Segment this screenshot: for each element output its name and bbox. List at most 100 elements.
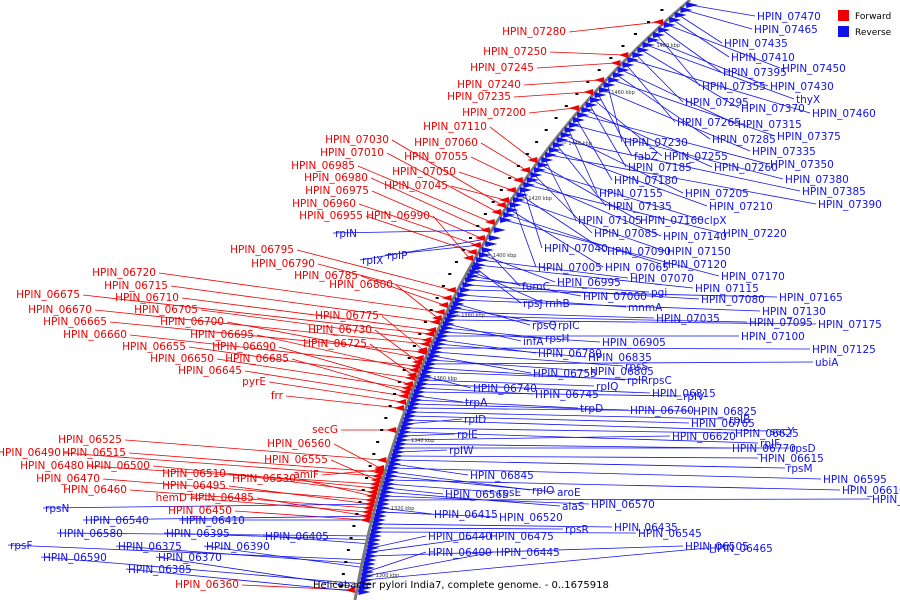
position-marker xyxy=(448,273,452,275)
leader-line-reverse xyxy=(364,547,708,581)
position-marker xyxy=(346,549,350,551)
reverse-gene-label: rnhB xyxy=(545,298,570,310)
leader-line-reverse xyxy=(437,343,587,358)
reverse-gene-label: HPIN_06765 xyxy=(691,418,755,430)
reverse-gene-label: HPIN_06605 xyxy=(872,494,900,506)
forward-gene-arrow xyxy=(386,427,397,433)
forward-gene-arrow xyxy=(519,167,530,173)
position-marker xyxy=(454,261,458,263)
leader-line-forward xyxy=(536,62,617,69)
reverse-gene-arrow xyxy=(452,301,465,307)
forward-gene-label: HPIN_07110 xyxy=(423,121,487,133)
reverse-gene-arrow xyxy=(585,102,598,108)
leader-line-forward xyxy=(371,190,482,239)
reverse-gene-label: HPIN_07150 xyxy=(667,246,731,258)
forward-gene-label: HPIN_06460 xyxy=(63,484,127,496)
reverse-gene-arrow xyxy=(360,577,373,583)
reverse-gene-arrow xyxy=(669,17,682,23)
leader-line-forward xyxy=(450,185,506,201)
forward-gene-label: HPIN_07060 xyxy=(414,137,478,149)
reverse-gene-label: HPIN_07140 xyxy=(663,231,727,243)
leader-line-reverse xyxy=(394,459,786,469)
reverse-gene-label: trpA xyxy=(465,397,488,409)
reverse-gene-label: HPIN_07005 xyxy=(538,262,602,274)
reverse-gene-label: HPIN_06440 xyxy=(428,531,492,543)
reverse-gene-label: HPIN_06395 xyxy=(166,528,230,540)
reverse-gene-label: HPIN_07210 xyxy=(709,201,773,213)
forward-gene-arrow xyxy=(424,331,435,337)
reverse-gene-label: HPIN_06625 xyxy=(735,428,799,440)
forward-gene-label: HPIN_06700 xyxy=(160,316,224,328)
forward-gene-arrow xyxy=(434,309,445,315)
leader-line-reverse xyxy=(414,399,579,409)
reverse-gene-label: ubiA xyxy=(815,357,839,369)
leader-line-forward xyxy=(124,439,383,461)
reverse-gene-arrow xyxy=(370,529,383,535)
leader-line-reverse xyxy=(375,527,564,530)
forward-gene-arrow xyxy=(484,219,495,225)
reverse-gene-label: HPIN_07385 xyxy=(802,186,866,198)
reverse-gene-arrow xyxy=(632,52,645,58)
reverse-gene-arrow xyxy=(385,473,398,479)
position-marker xyxy=(476,225,480,227)
forward-gene-arrow xyxy=(408,367,419,373)
position-marker xyxy=(525,153,529,155)
reverse-gene-arrow xyxy=(552,142,565,148)
reverse-gene-arrow xyxy=(500,217,513,223)
reverse-gene-arrow xyxy=(599,87,612,93)
reverse-gene-arrow xyxy=(469,269,482,275)
position-marker xyxy=(621,45,625,47)
reverse-gene-arrow xyxy=(375,509,388,515)
reverse-gene-label: HPIN_06905 xyxy=(602,337,666,349)
reverse-gene-label: HPIN_07000 xyxy=(583,291,647,303)
leader-line-forward xyxy=(381,315,424,351)
leader-line-reverse xyxy=(374,531,637,534)
leader-line-reverse xyxy=(400,435,671,441)
position-marker xyxy=(554,117,558,119)
reverse-gene-label: clpX xyxy=(704,215,727,227)
leader-line-reverse xyxy=(430,359,589,372)
forward-gene-label: HPIN_07250 xyxy=(483,46,547,58)
reverse-gene-arrow xyxy=(437,333,450,339)
reverse-gene-label: HPIN_06385 xyxy=(128,564,192,576)
reverse-gene-arrow xyxy=(516,192,529,198)
reverse-gene-arrow xyxy=(680,7,693,13)
reverse-gene-label: HPIN_06545 xyxy=(638,528,702,540)
leader-line-reverse xyxy=(475,267,522,304)
reverse-gene-arrow xyxy=(391,453,404,459)
reverse-gene-label: HPIN_07065 xyxy=(605,262,669,274)
reverse-gene-arrow xyxy=(444,317,457,323)
forward-gene-arrow xyxy=(445,287,456,293)
reverse-gene-arrow xyxy=(462,282,475,288)
leader-line-reverse xyxy=(359,237,493,261)
forward-gene-label: HPIN_06690 xyxy=(212,341,276,353)
legend-forward-label: Forward xyxy=(855,12,891,22)
position-marker xyxy=(418,333,422,335)
reverse-gene-arrow xyxy=(383,481,396,487)
reverse-gene-label: HPIN_07410 xyxy=(731,52,795,64)
position-marker xyxy=(461,249,465,251)
forward-gene-label: HPIN_06960 xyxy=(292,198,356,210)
position-marker xyxy=(412,345,416,347)
reverse-gene-arrow xyxy=(594,92,607,98)
leader-line-reverse xyxy=(385,491,561,507)
leader-line-reverse xyxy=(365,551,495,577)
leader-line-reverse xyxy=(413,403,629,411)
reverse-gene-arrow xyxy=(476,257,489,263)
reverse-gene-arrow xyxy=(399,429,412,435)
reverse-gene-label: rpIQ xyxy=(596,381,618,393)
reverse-gene-arrow xyxy=(658,27,671,33)
forward-gene-label: HPIN_06975 xyxy=(305,185,369,197)
leader-line-reverse xyxy=(513,204,537,268)
leader-line-reverse xyxy=(332,229,498,234)
reverse-gene-arrow xyxy=(603,82,616,88)
position-marker xyxy=(407,357,411,359)
forward-gene-label: HPIN_06775 xyxy=(315,310,379,322)
leader-line-reverse xyxy=(392,467,822,480)
forward-gene-label: HPIN_06720 xyxy=(92,267,156,279)
leader-line-forward xyxy=(285,395,400,409)
position-marker xyxy=(609,57,613,59)
forward-gene-label: HPIN_06725 xyxy=(303,338,367,350)
leader-line-forward xyxy=(365,215,473,253)
leader-line-reverse xyxy=(422,379,595,387)
